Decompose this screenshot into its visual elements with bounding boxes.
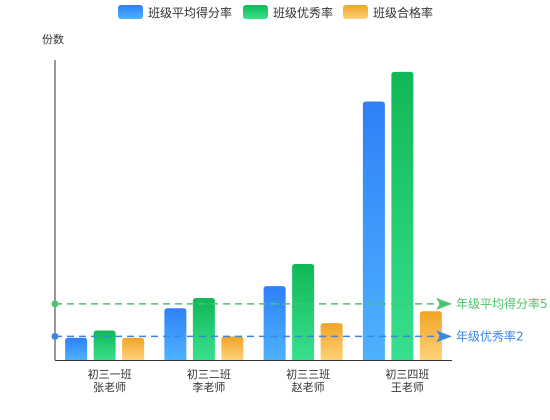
bar[interactable] [93, 330, 116, 360]
bar[interactable] [292, 263, 315, 360]
reference-lines: 年级平均得分率5 年级优秀率2 [51, 296, 548, 343]
bar[interactable] [122, 337, 145, 360]
x-tick-label: 初三四班 [385, 367, 429, 381]
reference-line-arrow [436, 330, 452, 343]
reference-line-arrow [436, 297, 452, 310]
legend-label[interactable]: 班级优秀率 [273, 5, 333, 20]
x-tick-label: 初三二班 [187, 367, 231, 381]
bar[interactable] [192, 297, 215, 360]
bar[interactable] [221, 336, 244, 360]
bar[interactable] [164, 308, 187, 360]
y-axis-label: 份数 [42, 33, 64, 46]
bars-group [65, 71, 442, 361]
x-tick-sublabel: 赵老师 [292, 380, 325, 394]
x-tick-label: 初三一班 [88, 367, 132, 381]
bar[interactable] [263, 286, 286, 360]
x-tick-label: 初三三班 [286, 367, 330, 381]
legend: 班级平均得分率 班级优秀率 班级合格率 [118, 5, 433, 20]
legend-swatch[interactable] [343, 5, 368, 19]
x-tick-sublabel: 张老师 [93, 381, 126, 394]
legend-label[interactable]: 班级合格率 [373, 5, 433, 20]
x-tick-sublabel: 王老师 [391, 381, 424, 394]
reference-line-label: 年级优秀率2 [456, 328, 524, 343]
bar[interactable] [320, 323, 343, 360]
bar[interactable] [362, 101, 385, 361]
legend-label[interactable]: 班级平均得分率 [148, 5, 232, 20]
x-tick-sublabel: 李老师 [192, 380, 225, 394]
bar[interactable] [391, 71, 414, 360]
legend-swatch[interactable] [118, 5, 143, 19]
bar[interactable] [65, 337, 88, 360]
reference-line-label: 年级平均得分率5 [456, 296, 548, 311]
legend-swatch[interactable] [243, 5, 268, 19]
